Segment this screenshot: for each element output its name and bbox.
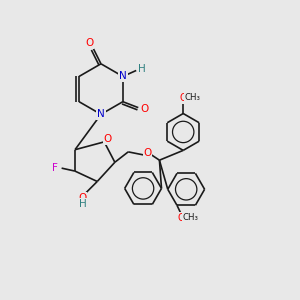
Text: O: O — [104, 134, 112, 145]
Text: H: H — [138, 64, 146, 74]
Text: O: O — [143, 148, 152, 158]
Text: CH₃: CH₃ — [185, 93, 201, 102]
Text: O: O — [180, 93, 188, 103]
Text: O: O — [78, 193, 86, 203]
Text: H: H — [79, 199, 86, 209]
Text: N: N — [119, 71, 127, 81]
Text: CH₃: CH₃ — [183, 213, 199, 222]
Text: N: N — [97, 109, 105, 119]
Text: O: O — [140, 104, 148, 114]
Text: O: O — [85, 38, 93, 48]
Text: O: O — [178, 213, 185, 223]
Text: F: F — [52, 163, 58, 172]
